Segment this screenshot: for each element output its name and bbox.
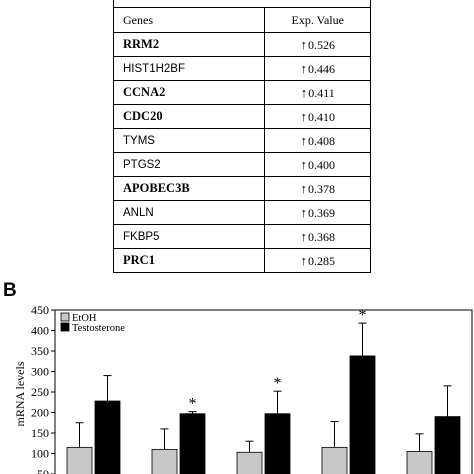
etoh-legend-swatch bbox=[60, 312, 70, 322]
y-tick-label: 100 bbox=[31, 447, 49, 461]
up-arrow-icon: ↑ bbox=[300, 60, 307, 76]
etoh-bar bbox=[236, 451, 263, 474]
exp-value: 0.410 bbox=[307, 109, 335, 124]
significance-star: * bbox=[274, 375, 282, 392]
exp-value: 0.446 bbox=[307, 61, 335, 76]
y-tick-label: 450 bbox=[31, 303, 49, 317]
testosterone-legend-swatch bbox=[60, 322, 70, 332]
exp-value-cell: ↑0.378 bbox=[264, 176, 371, 201]
testosterone-bar bbox=[434, 416, 461, 474]
exp-value: 0.400 bbox=[307, 157, 335, 172]
up-arrow-icon: ↑ bbox=[300, 180, 307, 196]
testosterone-legend-label: Testosterone bbox=[72, 323, 125, 334]
up-arrow-icon: ↑ bbox=[300, 156, 307, 172]
y-tick-label: 300 bbox=[31, 365, 49, 379]
y-tick-label: 50 bbox=[37, 467, 49, 474]
gene-name-cell: RRM2 bbox=[112, 32, 266, 57]
table-body: Genes Exp. Value RRM2 ↑0.526 HIST1H2BF ↑0.4… bbox=[112, 0, 371, 273]
etoh-bar bbox=[321, 446, 348, 474]
chart-axes: 50 100 150 200 250 300 350 400 450 mRNA levels bbox=[13, 303, 473, 474]
gene-name-cell: CDC20 bbox=[112, 104, 266, 129]
up-arrow-icon: ↑ bbox=[300, 108, 307, 124]
panel-b-label: B bbox=[3, 280, 17, 301]
up-arrow-icon: ↑ bbox=[300, 36, 307, 52]
etoh-bar bbox=[151, 448, 178, 474]
etoh-legend-label: EtOH bbox=[72, 313, 97, 324]
exp-value-cell: ↑0.285 bbox=[264, 248, 371, 273]
testosterone-bar bbox=[349, 355, 376, 474]
up-arrow-icon: ↑ bbox=[300, 228, 307, 244]
table-row: APOBEC3B ↑0.378 bbox=[112, 176, 371, 201]
y-axis-label: mRNA levels bbox=[13, 361, 27, 426]
table-header-row: Genes Exp. Value bbox=[112, 7, 371, 33]
up-arrow-icon: ↑ bbox=[300, 204, 307, 220]
plot-frame bbox=[54, 309, 473, 474]
table-row: TYMS ↑0.408 bbox=[112, 128, 371, 153]
gene-expression-table: Genes Exp. Value RRM2 ↑0.526 HIST1H2BF ↑0.4… bbox=[112, 0, 371, 273]
exp-value: 0.368 bbox=[307, 229, 335, 244]
gene-name-cell: TYMS bbox=[112, 128, 266, 153]
testosterone-bar bbox=[179, 413, 206, 474]
table-row: PRC1 ↑0.285 bbox=[112, 248, 371, 273]
etoh-bar bbox=[406, 451, 433, 474]
y-tick-label: 150 bbox=[31, 426, 49, 440]
up-arrow-icon: ↑ bbox=[300, 84, 308, 100]
chart-bars: * * * bbox=[66, 307, 461, 474]
gene-name-cell: PTGS2 bbox=[112, 152, 266, 177]
table-row: CDC20 ↑0.410 bbox=[112, 104, 371, 129]
gene-name-cell: FKBP5 bbox=[112, 224, 266, 249]
exp-value: 0.526 bbox=[307, 37, 335, 52]
exp-value-cell: ↑0.368 bbox=[264, 224, 371, 249]
exp-value: 0.285 bbox=[307, 253, 335, 268]
up-arrow-icon: ↑ bbox=[300, 132, 307, 148]
y-tick-label: 250 bbox=[31, 385, 49, 399]
significance-star: * bbox=[359, 307, 367, 324]
y-tick-label: 350 bbox=[31, 344, 49, 358]
y-tick-label: 200 bbox=[31, 406, 49, 420]
exp-value-column-header: Exp. Value bbox=[264, 7, 371, 33]
exp-value-cell: ↑0.410 bbox=[264, 104, 371, 129]
exp-value: 0.408 bbox=[307, 133, 335, 148]
significance-star: * bbox=[189, 396, 197, 413]
table-row: HIST1H2BF ↑0.446 bbox=[112, 56, 371, 81]
table-row: RRM2 ↑0.526 bbox=[112, 32, 371, 57]
table-row: FKBP5 ↑0.368 bbox=[112, 224, 371, 249]
exp-value-cell: ↑0.408 bbox=[264, 128, 371, 153]
y-tick-label: 400 bbox=[31, 324, 49, 338]
exp-value: 0.378 bbox=[307, 181, 335, 196]
gene-name-cell: PRC1 bbox=[112, 248, 266, 273]
up-arrow-icon: ↑ bbox=[300, 252, 307, 268]
table-row: PTGS2 ↑0.400 bbox=[112, 152, 371, 177]
exp-value: 0.411 bbox=[308, 85, 335, 100]
etoh-bar bbox=[66, 446, 93, 474]
testosterone-bar bbox=[94, 400, 121, 474]
testosterone-bar bbox=[264, 413, 291, 474]
exp-value: 0.369 bbox=[307, 205, 335, 220]
